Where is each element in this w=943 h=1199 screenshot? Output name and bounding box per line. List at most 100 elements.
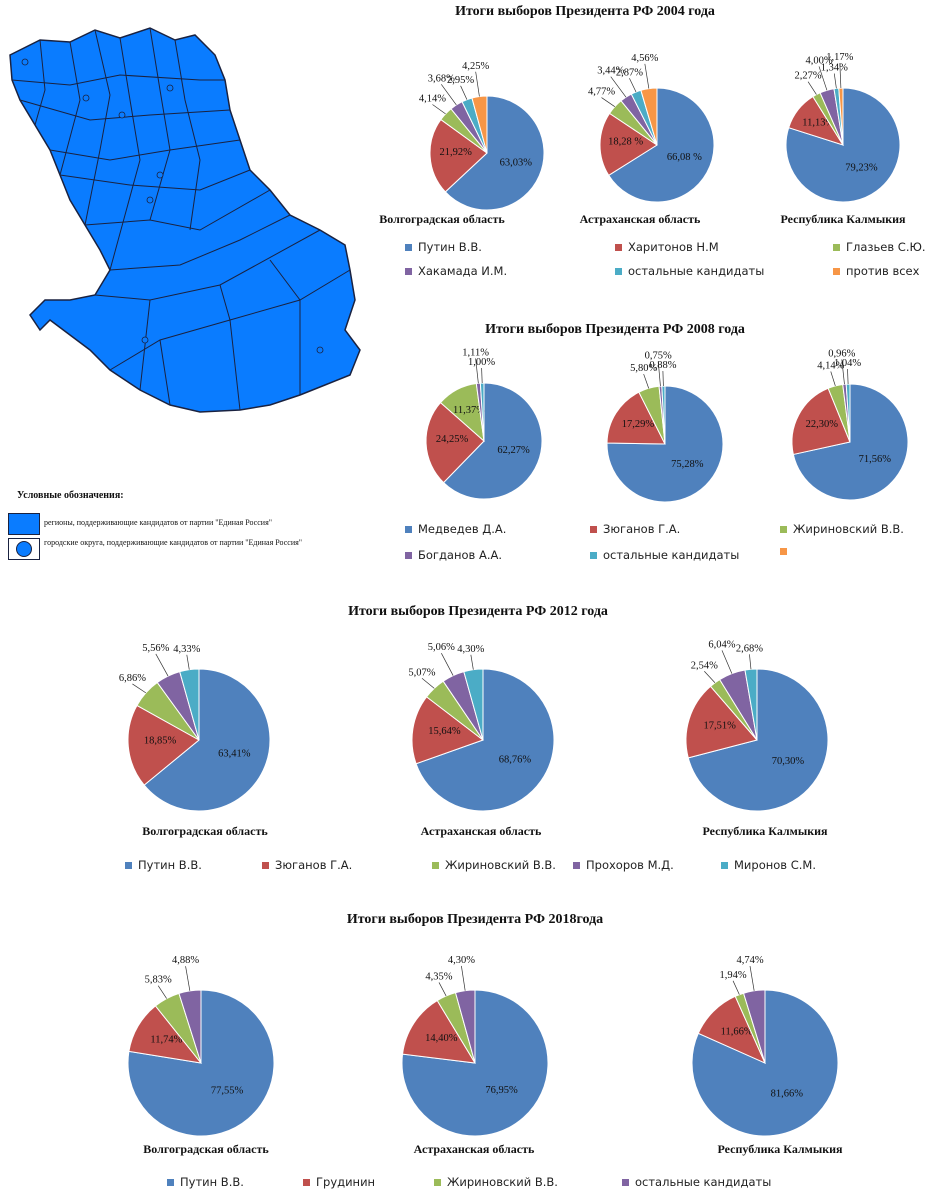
pie-leader-line [185, 966, 191, 991]
legend-item: Хакамада И.М. [405, 264, 507, 278]
pie-leader-line [847, 369, 849, 385]
legend-swatch [573, 861, 580, 869]
pie-leader-line [421, 677, 435, 689]
pie-slice [608, 87, 715, 203]
legend-label: Медведев Д.А. [418, 522, 507, 536]
pie-leader-line [601, 97, 616, 107]
pie-leader-line [432, 104, 446, 115]
pie-data-label: 2,95% [447, 75, 474, 86]
pie-data-label: 1,04% [834, 358, 861, 369]
pie-data-label: 5,06% [428, 642, 455, 653]
pie-slice [685, 685, 758, 759]
pie-chart-1-0: 62,27% 24,25% 11,37% 1,11%1,00% [425, 347, 543, 500]
pie-chart-3-1: 76,95% 14,40% 4,35% 4,30% [401, 955, 549, 1137]
pie-data-label: 0,75% [645, 350, 672, 361]
legend-swatch [622, 1178, 629, 1186]
legend-swatch [303, 1178, 310, 1186]
legend-item: Медведев Д.А. [405, 522, 506, 536]
pie-leader-line [186, 654, 190, 670]
legend-swatch [434, 1178, 441, 1186]
region-label: Республика Калмыкия [717, 1142, 843, 1156]
pie-data-label: 71,56% [859, 454, 892, 465]
pie-leader-line [721, 650, 733, 674]
pie-chart-0-1: 66,08 % 18,28 % 4,77% 3,44%2,87% 4,56% [588, 53, 715, 203]
pie-data-label: 62,27% [497, 445, 530, 456]
pie-chart-3-0: 77,55% 11,74% 5,83%4,88% [127, 955, 275, 1137]
legend-item: Миронов С.М. [721, 858, 816, 872]
pie-slice [411, 696, 485, 765]
pie-chart-0-2: 79,23% 11,13% 2,27% 4,00%1,34%1,17% [785, 52, 901, 203]
region-map [9, 27, 361, 413]
pie-data-label: 5,07% [408, 667, 435, 678]
region-label: Астраханская область [420, 824, 542, 838]
legend-label: Миронов С.М. [734, 858, 816, 872]
pie-data-label: 76,95% [485, 1085, 518, 1096]
legend-item: Харитонов Н.М [615, 240, 719, 254]
legend-swatch [405, 525, 412, 533]
pie-data-label: 2,27% [795, 71, 822, 82]
pie-leader-line [643, 373, 650, 389]
pie-leader-line [732, 980, 740, 995]
legend-item: Путин В.В. [125, 858, 202, 872]
legend-swatch [721, 861, 728, 869]
pie-slice [845, 383, 851, 443]
pie-data-label: 2,54% [691, 660, 718, 671]
pie-chart-2-2: 70,30% 17,51% 2,54% 6,04% 2,68% [685, 639, 829, 812]
pie-data-label: 2,87% [616, 67, 643, 78]
pie-leader-line [629, 78, 637, 93]
legend-label: Жириновский В.В. [793, 522, 904, 536]
pie-chart-1-2: 71,56% 22,30% 4,14%0,96%1,04% [791, 348, 909, 501]
pie-leader-line [481, 368, 483, 384]
legend-swatch [833, 267, 840, 275]
pie-data-label: 6,04% [708, 639, 735, 650]
legend-label: Зюганов Г.А. [275, 858, 353, 872]
legend-label: Зюганов Г.А. [603, 522, 681, 536]
legend-swatch [167, 1178, 174, 1186]
legend-item: Зюганов Г.А. [262, 858, 352, 872]
legend-item: Зюганов Г.А. [590, 522, 680, 536]
pie-slice [606, 385, 724, 503]
legend-swatch [615, 243, 622, 251]
legend-item: Жириновский В.В. [434, 1175, 558, 1189]
pie-slice [785, 87, 901, 203]
pie-slice [606, 391, 666, 445]
pie-leader-line [475, 358, 479, 384]
legend-item: Путин В.В. [405, 240, 482, 254]
pie-data-label: 6,86% [119, 673, 146, 684]
chart-title-3: Итоги выборов Президента РФ 2018года [346, 912, 604, 927]
legend-item: Грудинин [303, 1175, 375, 1189]
pie-slice [640, 87, 658, 146]
legend-label: остальные кандидаты [603, 548, 740, 562]
pie-data-label: 3,44% [597, 66, 624, 77]
legend-swatch [125, 861, 132, 869]
pie-data-label: 4,00% [805, 55, 832, 66]
pie-data-label: 2,68% [736, 643, 763, 654]
legend-item: Жириновский В.В. [780, 522, 904, 536]
pie-data-label: 4,74% [736, 955, 763, 966]
pie-data-label: 4,30% [457, 644, 484, 655]
pie-data-label: 11,66% [721, 1027, 753, 1038]
pie-data-label: 66,08 % [667, 152, 702, 163]
region-label: Волгоградская область [379, 212, 505, 226]
region-label: Волгоградская область [142, 824, 268, 838]
pie-leader-line [470, 654, 474, 670]
pie-leader-line [441, 653, 454, 676]
legend-label: Богданов А.А. [418, 548, 502, 562]
pie-slice [454, 989, 476, 1064]
legend-item: Прохоров М.Д. [573, 858, 674, 872]
legend-label: Глазьев С.Ю. [846, 240, 926, 254]
pie-data-label: 1,34% [821, 63, 848, 74]
pie-data-label: 1,17% [826, 52, 853, 63]
pie-leader-line [644, 63, 650, 89]
pie-data-label: 5,80% [630, 363, 657, 374]
legend-item: Богданов А.А. [405, 548, 502, 562]
pie-leader-line [807, 81, 817, 95]
pie-chart-2-1: 68,76% 15,64% 5,07% 5,06% 4,30% [408, 642, 555, 812]
region-label: Астраханская область [579, 212, 701, 226]
map-legend-cities: городские округа, поддерживающие кандида… [44, 538, 303, 547]
pie-data-label: 4,14% [817, 360, 844, 371]
legend-item: остальные кандидаты [590, 548, 739, 562]
legend-label: остальные кандидаты [628, 264, 765, 278]
pie-leader-line [749, 966, 755, 991]
pie-slice [599, 112, 658, 176]
